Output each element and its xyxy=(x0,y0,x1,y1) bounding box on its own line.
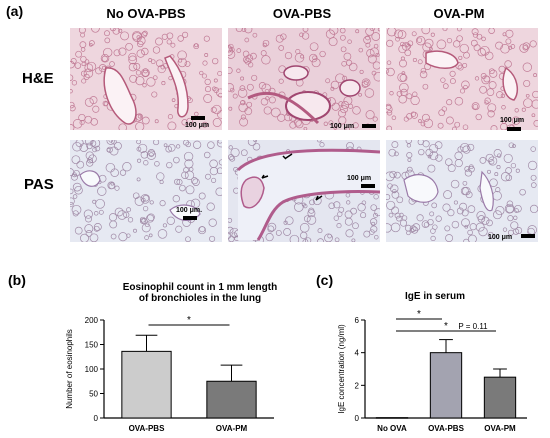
scale-label: 100 μm. xyxy=(176,207,203,214)
micrograph-he-ova-pbs xyxy=(228,28,380,130)
bar xyxy=(429,352,463,419)
column-header-ova-pbs: OVA-PBS xyxy=(272,6,332,21)
y-axis-label: Number of eosinophils xyxy=(65,329,74,409)
y-tick-label: 0 xyxy=(355,414,360,423)
panel-c-label: (c) xyxy=(316,272,334,288)
scale-label: 100 μm xyxy=(488,234,513,241)
x-tick-label: OVA-PM xyxy=(484,424,516,433)
y-tick-label: 200 xyxy=(85,316,99,325)
scale-label: 100 μm xyxy=(500,117,525,124)
chart-title-line: Eosinophil count in 1 mm length xyxy=(122,282,278,293)
chart-title-ige: IgE in serum xyxy=(404,291,465,302)
y-tick-label: 100 xyxy=(85,365,99,374)
micrograph-he-ova-pm xyxy=(386,28,538,130)
y-axis-label: IgE concentration (ng/ml) xyxy=(337,324,346,414)
scale-label: 100 μm xyxy=(347,175,372,182)
significance-label: P = 0.11 xyxy=(458,322,488,331)
x-tick-label: OVA-PBS xyxy=(428,424,465,433)
chart-title-eosinophil: Eosinophil count in 1 mm length of bronc… xyxy=(100,282,300,304)
y-tick-label: 2 xyxy=(355,381,360,390)
significance-label: * xyxy=(444,321,448,332)
y-tick-label: 50 xyxy=(89,390,98,399)
bar xyxy=(121,350,172,419)
scale-label: 100 μm xyxy=(330,123,355,130)
scale-bar xyxy=(191,116,205,120)
scale-bar xyxy=(361,184,375,188)
micrograph-pas-ova-pm xyxy=(386,140,538,242)
significance-label: * xyxy=(417,309,421,320)
scale-bar xyxy=(183,216,197,220)
panel-a-label: (a) xyxy=(6,3,24,19)
x-tick-label: OVA-PM xyxy=(216,424,248,433)
micrograph-pas-ova-pbs xyxy=(228,140,380,242)
micrograph-he-no-ova-pbs xyxy=(70,28,222,130)
y-tick-label: 6 xyxy=(355,316,360,325)
bar xyxy=(483,376,517,419)
column-header-no-ova-pbs: No OVA-PBS xyxy=(106,6,186,21)
chart-title-line: of bronchioles in the lung xyxy=(138,293,262,304)
row-header-he: H&E xyxy=(22,70,54,87)
x-tick-label: OVA-PBS xyxy=(129,424,166,433)
scale-bar xyxy=(507,127,521,131)
y-tick-label: 0 xyxy=(94,414,99,423)
column-header-ova-pm: OVA-PM xyxy=(433,6,485,21)
scale-bar xyxy=(521,234,535,238)
bar xyxy=(375,417,409,419)
significance-label: * xyxy=(187,315,191,326)
x-tick-label: No OVA xyxy=(377,424,407,433)
scale-label: 100 μm xyxy=(185,122,210,129)
y-tick-label: 4 xyxy=(355,349,360,358)
panel-b-label: (b) xyxy=(8,272,26,288)
scale-bar xyxy=(362,124,376,128)
row-header-pas: PAS xyxy=(24,176,54,193)
y-tick-label: 150 xyxy=(85,341,99,350)
